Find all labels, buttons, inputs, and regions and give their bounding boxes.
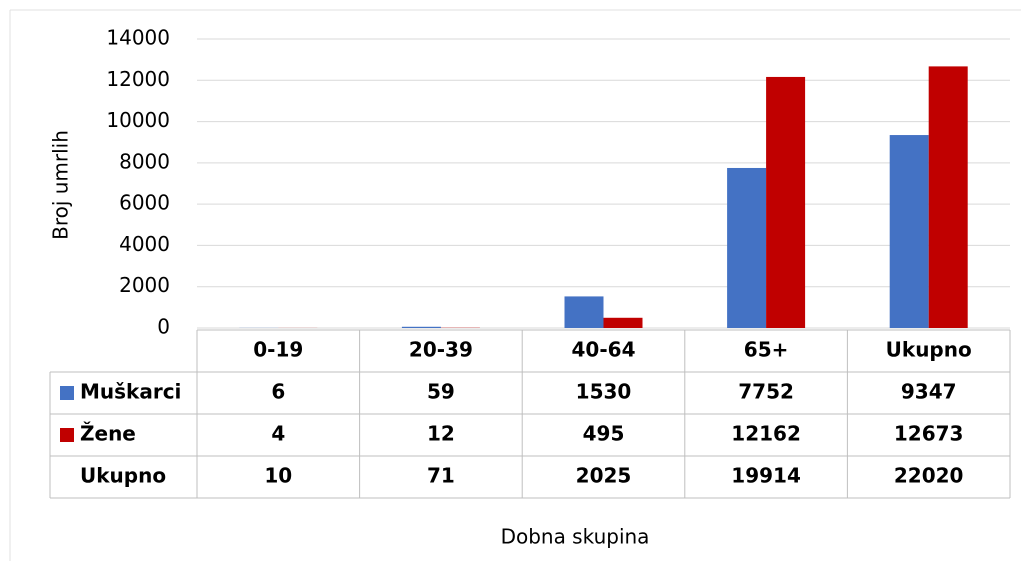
- bar: [401, 326, 441, 328]
- bar: [889, 135, 929, 328]
- table-value: 12162: [731, 422, 801, 446]
- bar: [928, 66, 968, 329]
- table-value: 59: [427, 380, 455, 404]
- table-value: 6: [271, 380, 285, 404]
- bar: [564, 296, 604, 328]
- legend-swatch: [60, 386, 74, 400]
- table-value: 10: [264, 464, 292, 488]
- table-row-label: Ukupno: [80, 464, 166, 488]
- x-tick-label: 40-64: [572, 338, 636, 362]
- table-value: 4: [271, 422, 285, 446]
- table-value: 12: [427, 422, 455, 446]
- x-axis-title: Dobna skupina: [501, 525, 650, 549]
- bar: [603, 317, 643, 328]
- table-value: 19914: [731, 464, 801, 488]
- y-tick-label: 10000: [106, 108, 170, 132]
- y-tick-label: 8000: [119, 149, 170, 173]
- y-axis-title: Broj umrlih: [49, 130, 73, 240]
- x-tick-label: Ukupno: [886, 338, 972, 362]
- x-tick-label: 20-39: [409, 338, 473, 362]
- legend-swatch: [60, 428, 74, 442]
- table-value: 495: [583, 422, 625, 446]
- y-tick-label: 4000: [119, 232, 170, 256]
- table-value: 9347: [901, 380, 957, 404]
- x-tick-label: 65+: [744, 338, 789, 362]
- table-value: 1530: [576, 380, 632, 404]
- bar: [766, 76, 806, 328]
- x-tick-label: 0-19: [253, 338, 303, 362]
- y-tick-label: 14000: [106, 26, 170, 50]
- y-tick-label: 0: [157, 315, 170, 339]
- legend-label: Muškarci: [80, 380, 181, 404]
- y-tick-label: 12000: [106, 67, 170, 91]
- table-value: 12673: [894, 422, 964, 446]
- y-tick-label: 6000: [119, 191, 170, 215]
- table-value: 71: [427, 464, 455, 488]
- bar: [727, 167, 767, 328]
- table-value: 22020: [894, 464, 964, 488]
- legend-label: Žene: [80, 422, 136, 446]
- table-value: 2025: [576, 464, 632, 488]
- table-value: 7752: [738, 380, 794, 404]
- y-tick-label: 2000: [119, 273, 170, 297]
